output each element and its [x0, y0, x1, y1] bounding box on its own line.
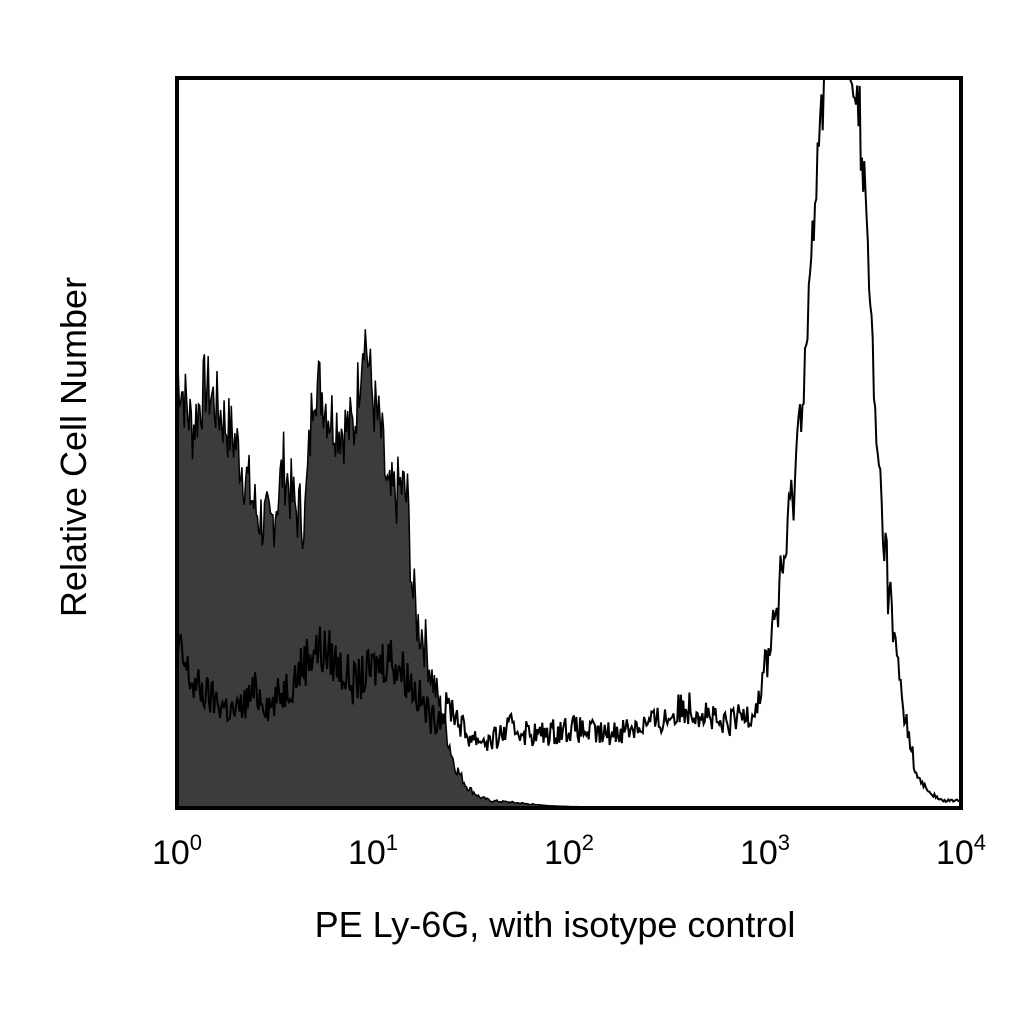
x-tick-label-3: 103 — [740, 830, 790, 872]
x-tick-label-1: 101 — [348, 830, 398, 872]
x-tick-label-4: 104 — [936, 830, 986, 872]
x-tick-label-2: 102 — [544, 830, 594, 872]
x-axis-label: PE Ly-6G, with isotype control — [315, 904, 796, 945]
y-axis-label: Relative Cell Number — [53, 277, 94, 617]
x-tick-label-0: 100 — [152, 830, 202, 872]
x-tick-labels: 100 101 102 103 104 — [152, 830, 986, 872]
plot-frame — [175, 76, 963, 810]
series-layer — [177, 78, 961, 808]
ly6g-histogram — [177, 78, 961, 804]
